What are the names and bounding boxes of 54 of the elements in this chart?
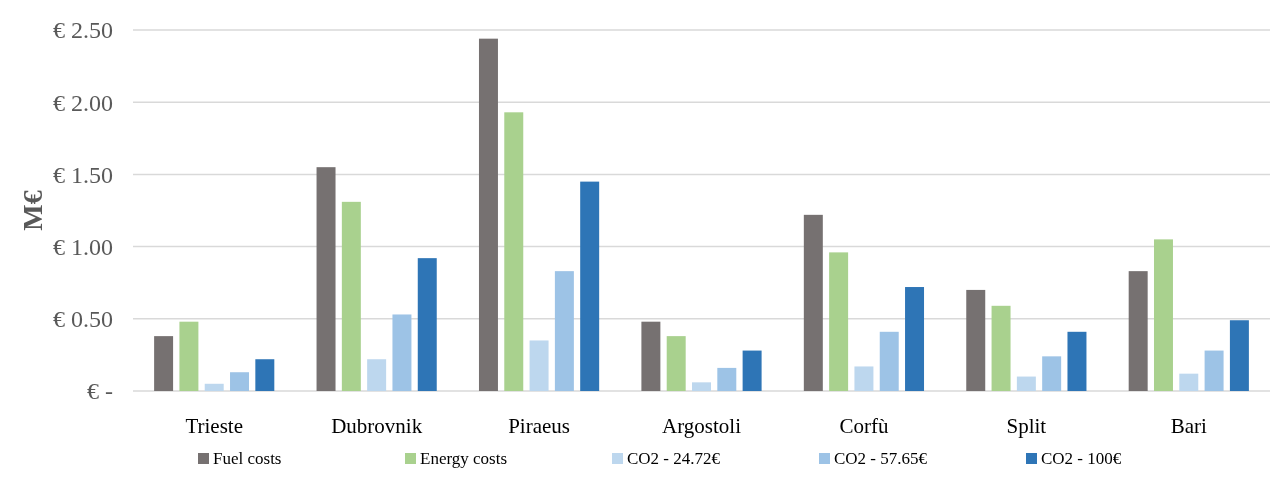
bar xyxy=(641,321,661,391)
bar xyxy=(316,167,336,391)
y-axis-title: M€ xyxy=(17,190,48,231)
bar xyxy=(1179,373,1199,391)
bar xyxy=(1128,271,1148,391)
bar xyxy=(554,271,574,391)
bar xyxy=(341,201,361,391)
bar xyxy=(179,321,199,391)
bar xyxy=(529,340,549,391)
bar xyxy=(1042,356,1062,391)
x-tick-label: Bari xyxy=(1170,414,1208,438)
bar xyxy=(666,336,686,391)
y-tick-label: € 2.00 xyxy=(53,89,113,116)
bar xyxy=(392,314,412,391)
x-tick-label: Piraeus xyxy=(508,414,570,438)
y-tick-label: € 1.00 xyxy=(53,234,113,260)
bar xyxy=(1067,331,1087,391)
bar xyxy=(829,252,849,391)
bar xyxy=(1229,320,1249,391)
y-tick-label: € - xyxy=(87,378,113,405)
bar xyxy=(991,305,1011,391)
bar xyxy=(580,181,600,391)
bar xyxy=(1016,376,1036,391)
legend-label: CO2 - 57.65€ xyxy=(834,449,928,468)
x-tick-label: Split xyxy=(1006,414,1047,438)
bar xyxy=(1153,239,1173,391)
y-tick-label: € 2.50 xyxy=(53,17,113,44)
bar xyxy=(742,350,762,391)
bar xyxy=(154,336,174,391)
bar xyxy=(905,287,925,391)
y-tick-label: € 1.50 xyxy=(53,161,113,188)
bar xyxy=(504,112,524,391)
bar xyxy=(966,289,986,391)
x-tick-label: Dubrovnik xyxy=(331,414,423,438)
bar xyxy=(854,366,874,391)
legend-label: CO2 - 100€ xyxy=(1041,449,1122,468)
legend-label: Fuel costs xyxy=(213,449,282,468)
bar xyxy=(230,372,250,391)
bar xyxy=(717,367,737,391)
bar xyxy=(417,258,437,391)
bar xyxy=(255,359,275,391)
bar xyxy=(1204,350,1224,391)
bar xyxy=(478,38,498,391)
y-tick-label: € 0.50 xyxy=(53,306,113,333)
bar xyxy=(692,382,711,391)
bar xyxy=(803,214,823,391)
bar xyxy=(204,383,224,391)
bar xyxy=(879,331,899,391)
legend-label: Energy costs xyxy=(420,449,508,468)
x-tick-label: Argostoli xyxy=(662,414,742,438)
x-tick-label: Trieste xyxy=(185,414,243,438)
legend-label: CO2 - 24.72€ xyxy=(627,449,721,468)
bar xyxy=(367,359,387,391)
x-tick-label: Corfù xyxy=(839,414,889,438)
